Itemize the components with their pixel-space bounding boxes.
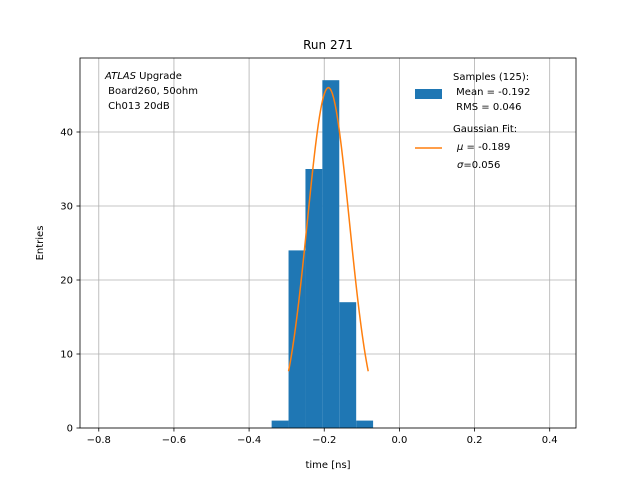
gaussian-fit [287,86,369,372]
y-tick-label: 20 [60,276,73,287]
histogram-bar [322,80,340,428]
y-tick-label: 40 [60,128,73,139]
legend-samples-swatch [415,89,442,99]
histogram-bar [356,420,374,428]
histogram-bar [288,250,306,428]
gaussian-fit-curve [287,86,369,372]
y-tick-label: 10 [60,350,73,361]
axis-ticks: −0.8 −0.6 −0.4 −0.2 0.0 0.2 0.4 0 10 20 30 40 [60,128,557,447]
board-label: Board260, 50ohm [105,86,198,97]
x-tick-label: 0.2 [467,435,483,446]
y-tick-label: 30 [60,202,73,213]
legend-fit-sigma-value: =0.056 [463,160,500,171]
histogram-bar [339,302,357,428]
svg-text:μ = -0.189: μ = -0.189 [456,142,510,153]
legend-samples-title: Samples (125): [453,72,529,83]
x-tick-label: −0.8 [87,435,111,446]
x-axis-title: time [ns] [305,460,350,471]
y-axis-title: Entries [35,226,46,261]
atlas-annotation: ATLAS Upgrade Board260, 50ohm Ch013 20dB [104,71,198,112]
y-tick-label: 0 [67,424,73,435]
legend-fit-title: Gaussian Fit: [453,124,517,135]
x-tick-label: −0.6 [162,435,186,446]
legend-fit-mu-value: = -0.189 [463,142,510,153]
atlas-upgrade-label: Upgrade [136,71,182,82]
legend: Samples (125): Mean = -0.192 RMS = 0.046… [415,72,530,171]
histogram-bar [271,420,289,428]
x-tick-label: 0.4 [542,435,558,446]
x-tick-label: −0.4 [237,435,261,446]
legend-samples-rms: RMS = 0.046 [453,102,521,113]
chart-title: Run 271 [303,38,353,52]
legend-fit-mu-symbol: μ [456,142,463,153]
legend-samples-mean: Mean = -0.192 [453,87,530,98]
channel-label: Ch013 20dB [105,101,170,112]
plot-frame [79,57,577,429]
svg-text:ATLAS Upgrade: ATLAS Upgrade [104,71,182,82]
x-tick-label: 0.0 [391,435,407,446]
x-tick-label: −0.2 [312,435,336,446]
atlas-label: ATLAS [104,71,137,82]
histogram-bars [271,80,374,428]
legend-fit-sigma-symbol: σ [457,160,464,171]
histogram-bar [305,169,323,428]
svg-text:σ=0.056: σ=0.056 [457,160,500,171]
